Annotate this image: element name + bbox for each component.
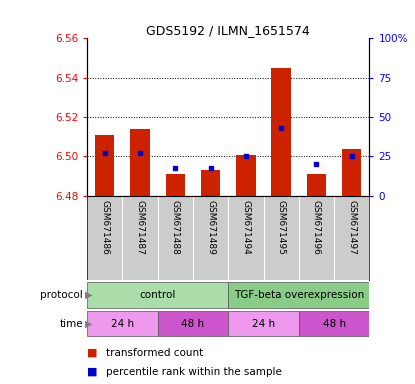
Text: GSM671486: GSM671486 [100, 200, 109, 255]
Text: GSM671488: GSM671488 [171, 200, 180, 255]
Bar [166, 174, 185, 196]
Text: transformed count: transformed count [106, 348, 203, 358]
Text: 24 h: 24 h [252, 318, 275, 329]
Bar [307, 174, 326, 196]
Bar [87, 282, 228, 308]
Text: GSM671496: GSM671496 [312, 200, 321, 255]
Text: time: time [59, 318, 83, 329]
Bar [342, 149, 361, 196]
Text: GSM671495: GSM671495 [277, 200, 286, 255]
Text: TGF-beta overexpression: TGF-beta overexpression [234, 290, 364, 300]
Text: ■: ■ [87, 348, 98, 358]
Bar [95, 135, 115, 196]
Bar [299, 311, 369, 336]
Bar [236, 154, 256, 196]
Text: 48 h: 48 h [322, 318, 346, 329]
Text: 48 h: 48 h [181, 318, 205, 329]
Text: GSM671489: GSM671489 [206, 200, 215, 255]
Bar [158, 311, 228, 336]
Bar [228, 311, 299, 336]
Bar [130, 129, 150, 196]
Text: GSM671494: GSM671494 [242, 200, 250, 255]
Text: 24 h: 24 h [111, 318, 134, 329]
Bar [201, 170, 220, 196]
Text: ■: ■ [87, 367, 98, 377]
Text: ▶: ▶ [85, 290, 93, 300]
Text: ▶: ▶ [85, 318, 93, 329]
Bar [228, 282, 369, 308]
Text: control: control [139, 290, 176, 300]
Bar [271, 68, 291, 196]
Text: protocol: protocol [40, 290, 83, 300]
Text: GSM671497: GSM671497 [347, 200, 356, 255]
Bar [87, 311, 158, 336]
Text: GSM671487: GSM671487 [136, 200, 144, 255]
Title: GDS5192 / ILMN_1651574: GDS5192 / ILMN_1651574 [146, 24, 310, 37]
Text: percentile rank within the sample: percentile rank within the sample [106, 367, 282, 377]
